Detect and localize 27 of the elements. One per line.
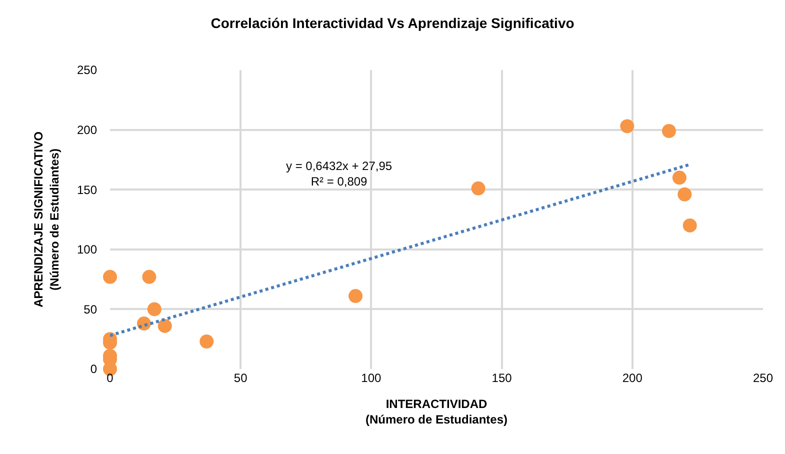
x-tick-label: 200 [622, 371, 643, 385]
y-tick-label: 100 [76, 242, 98, 257]
point [200, 334, 214, 348]
y-tick-label: 50 [84, 302, 98, 316]
point [142, 270, 156, 284]
point [471, 181, 486, 196]
y-tick-label: 200 [76, 123, 98, 137]
point [620, 119, 634, 134]
point [158, 318, 172, 333]
x-axis-title: INTERACTIVIDAD (Número de Estudiantes) [365, 396, 508, 426]
x-tick-label: 0 [106, 371, 114, 385]
annotation: y = 0,6432x + 27,95 R² = 0,809 [286, 159, 392, 189]
x-tick-label: 250 [752, 371, 774, 385]
x-tick-label: 50 [234, 371, 248, 385]
y-axis-title: APRENDIZAJE SIGNIFICATIVO (Número de Estudiantes) [32, 132, 62, 308]
x-tick-label: 100 [361, 371, 382, 385]
chart-title: Correlación Interactividad Vs Aprendizaje Significativo [210, 14, 574, 31]
point [103, 270, 117, 284]
point [682, 218, 697, 232]
point [662, 124, 676, 138]
y-tick-label: 250 [76, 63, 98, 78]
point [348, 289, 363, 304]
y-tick-label: 150 [76, 182, 98, 197]
point [678, 187, 692, 202]
point [672, 170, 686, 185]
point [147, 302, 162, 316]
x-tick-label: 150 [492, 371, 512, 385]
